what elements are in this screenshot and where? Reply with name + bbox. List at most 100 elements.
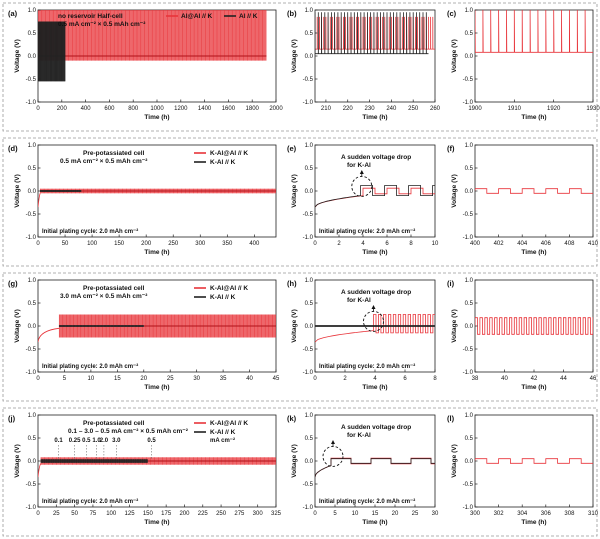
x-tick-label-d-1: 50: [62, 241, 69, 247]
rate-label-6: 0.5: [147, 438, 156, 444]
annotation-d-0: Pre-potassiated cell: [83, 150, 145, 157]
x-tick-label-l-4: 308: [564, 511, 575, 517]
y-axis-label-f: Voltage (V): [451, 174, 458, 207]
y-tick-label-f-4: 1.0: [465, 143, 474, 149]
x-tick-label-d-3: 150: [114, 241, 125, 247]
x-tick-label-h-0: 0: [313, 376, 317, 382]
y-tick-label-g-3: 0.5: [28, 301, 37, 307]
x-tick-label-j-5: 125: [125, 511, 136, 517]
x-tick-label-g-8: 40: [246, 376, 253, 382]
panel-label-b: (b): [287, 9, 297, 18]
plating-curve-g: [38, 327, 60, 343]
trace-k-1: [315, 458, 435, 478]
trace-c-0: [475, 10, 593, 53]
axes-e: 0 2 4 6 8 10 -1.0 -0.5 0.0 0.5 1.0 Time (h) Voltage …: [291, 143, 439, 256]
series-k-1: [315, 458, 435, 478]
annotation-h-0: A sudden voltage drop: [341, 289, 411, 296]
annotation-d-1: 0.5 mA cm⁻² × 0.5 mAh cm⁻²: [60, 158, 148, 165]
arrow-head-k: [331, 440, 335, 444]
axes-k: 0 5 10 15 20 25 30 -1.0 -0.5 0.0 0.5 1.0 Time (h) Vol…: [291, 413, 439, 526]
x-tick-label-d-0: 0: [36, 241, 40, 247]
x-tick-label-i-4: 46: [590, 376, 597, 382]
x-tick-label-f-0: 400: [470, 241, 481, 247]
series-a-0: [38, 10, 267, 61]
y-tick-label-a-2: 0.0: [28, 54, 37, 60]
x-tick-label-a-1: 200: [57, 106, 68, 112]
axes-g: 0 5 10 15 20 25 30 35 40 45 -1.0 -0.5 0.0 0.5 1.0 Time …: [14, 278, 280, 391]
x-tick-label-f-5: 410: [588, 241, 599, 247]
x-tick-label-j-6: 150: [143, 511, 154, 517]
trace-l-0: [475, 458, 593, 464]
panel-l: 300 302 304 306 308 310 -1.0 -0.5 0.0 0.5 1.0 Time …: [447, 413, 599, 526]
annotation-j-3: mA cm⁻²: [210, 437, 235, 444]
annotation-a-1: 0.5 mA cm⁻² × 0.5 mAh cm⁻²: [58, 21, 146, 28]
plot-frame-c: [474, 9, 594, 103]
panel-k: 0 5 10 15 20 25 30 -1.0 -0.5 0.0 0.5 1.0 Time (h) Vol…: [287, 413, 439, 526]
panel-e: 0 2 4 6 8 10 -1.0 -0.5 0.0 0.5 1.0 Time (h) Voltage …: [287, 143, 439, 256]
annotation-e-1: for K-Al: [347, 162, 371, 169]
x-tick-label-g-4: 20: [140, 376, 147, 382]
y-tick-label-g-2: 0.0: [28, 324, 37, 330]
y-axis-label-k: Voltage (V): [291, 444, 298, 477]
y-tick-label-h-2: 0.0: [305, 324, 314, 330]
y-tick-label-d-4: 1.0: [28, 143, 37, 149]
x-tick-label-b-3: 240: [386, 106, 397, 112]
y-tick-label-i-3: 0.5: [465, 301, 474, 307]
axes-i: 38 40 42 44 46 -1.0 -0.5 0.0 0.5 1.0 Time (h) Volta…: [451, 278, 597, 391]
x-tick-label-g-1: 5: [63, 376, 67, 382]
y-tick-label-a-4: 1.0: [28, 8, 37, 14]
y-tick-label-j-4: 1.0: [28, 413, 37, 419]
x-tick-label-i-2: 42: [531, 376, 538, 382]
y-axis-label-l: Voltage (V): [451, 444, 458, 477]
y-tick-label-c-3: 0.5: [465, 31, 474, 37]
x-tick-label-d-6: 300: [195, 241, 206, 247]
series-c-0: [475, 10, 593, 53]
x-tick-label-g-7: 35: [220, 376, 227, 382]
plot-area-j: [38, 457, 276, 478]
series-a-1: [38, 21, 66, 82]
series-g-1: [58, 325, 144, 327]
arrow-head-h: [371, 305, 376, 309]
x-tick-label-e-4: 8: [409, 241, 413, 247]
x-tick-label-i-1: 40: [501, 376, 508, 382]
plot-area-c: [475, 10, 593, 53]
x-tick-label-f-2: 404: [517, 241, 528, 247]
x-tick-label-k-4: 20: [392, 511, 399, 517]
legend-a: Al@Al // K Al // K: [166, 13, 258, 20]
x-tick-label-b-2: 230: [365, 106, 376, 112]
y-tick-label-d-2: 0.0: [28, 189, 37, 195]
y-tick-label-i-4: 1.0: [465, 278, 474, 284]
x-tick-label-d-7: 350: [222, 241, 233, 247]
x-tick-label-a-6: 1200: [174, 106, 188, 112]
x-tick-label-g-2: 10: [88, 376, 95, 382]
x-tick-label-f-1: 402: [494, 241, 505, 247]
y-axis-label-a: Voltage (V): [14, 39, 21, 72]
x-axis-label-g: Time (h): [144, 384, 169, 391]
y-tick-label-l-2: 0.0: [465, 459, 474, 465]
legend-text-j-0: K-Al@Al // K: [210, 420, 248, 427]
y-tick-label-j-3: 0.5: [28, 436, 37, 442]
legend-text-a-0: Al@Al // K: [181, 13, 213, 20]
x-tick-label-k-5: 25: [412, 511, 419, 517]
y-tick-label-c-4: 1.0: [465, 8, 474, 14]
panel-label-i: (i): [447, 279, 455, 288]
y-tick-label-k-0: -1.0: [303, 505, 314, 511]
plot-area-a: [38, 10, 267, 82]
x-axis-label-i: Time (h): [521, 384, 546, 391]
x-tick-label-c-3: 1930: [586, 106, 600, 112]
x-tick-label-e-2: 4: [361, 241, 365, 247]
x-axis-label-f: Time (h): [521, 249, 546, 256]
y-tick-label-k-1: -0.5: [303, 482, 314, 488]
x-tick-label-j-9: 225: [198, 511, 209, 517]
panel-label-c: (c): [447, 9, 457, 18]
y-tick-label-h-1: -0.5: [303, 347, 314, 353]
panel-label-l: (l): [447, 414, 455, 423]
x-tick-label-a-5: 1000: [150, 106, 164, 112]
y-tick-label-e-1: -0.5: [303, 212, 314, 218]
series-i-0: [475, 317, 593, 335]
plot-area-d: [38, 188, 276, 208]
x-tick-label-g-0: 0: [36, 376, 40, 382]
legend-text-a-1: Al // K: [239, 13, 258, 20]
axes-b: 210 220 230 240 250 260 -1.0 -0.5 0.0 0.5 1.0 Time …: [291, 8, 441, 121]
series-l-0: [475, 458, 593, 464]
